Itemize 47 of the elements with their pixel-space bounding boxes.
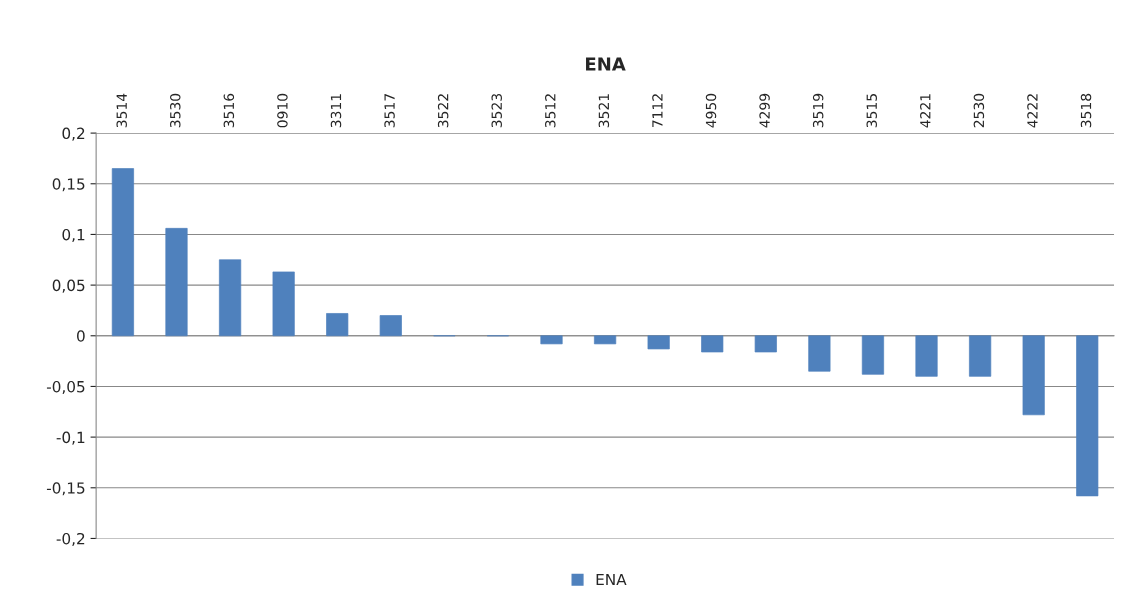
bar [379,315,402,337]
x-tick-label: 3514 [116,93,127,128]
x-tick-label: 3522 [437,94,449,128]
bar [647,335,670,350]
y-tick-label: 0,15 [52,178,85,192]
bar [1022,335,1045,416]
bar [701,335,724,353]
y-tick-label: 0,1 [62,228,85,243]
bar [594,335,617,345]
x-tick-label: 0910 [277,93,288,128]
x-tick-label: 3521 [598,94,610,128]
chart-title: ENA [586,57,626,71]
x-tick-label: 3516 [223,93,235,128]
y-tick-label: -0,15 [46,482,85,496]
bar [969,335,992,377]
x-tick-label: 3518 [1080,93,1092,128]
x-tick-label: 2530 [973,93,985,128]
y-tick-label: -0,1 [56,431,85,445]
bar [915,335,938,377]
x-tick-label: 3512 [545,94,556,128]
x-tick-label: 3519 [812,93,824,128]
bar [326,313,349,337]
y-tick-label: -0,2 [56,532,85,547]
x-tick-label: 4950 [705,93,717,128]
x-tick-label: 3311 [330,94,342,128]
y-tick-label: 0,2 [62,127,85,141]
y-tick-label: 0 [77,330,85,342]
bar [111,168,134,337]
x-tick-label: 3515 [866,94,877,128]
x-tick-label: 3530 [170,93,181,128]
bar [1076,335,1099,497]
bar [754,335,777,353]
x-tick-label: 4221 [920,94,931,128]
bar [808,335,831,372]
y-tick-label: -0,05 [46,380,85,395]
bar [272,271,295,337]
x-tick-label: 4299 [759,93,770,128]
x-tick-label: 3517 [384,94,395,128]
bar [165,228,188,337]
bar [219,259,242,337]
legend-label: ENA [596,573,627,586]
x-tick-label: 4222 [1027,94,1038,128]
x-tick-label: 7112 [652,94,663,128]
x-tick-label: 3523 [491,94,502,128]
bar [861,335,885,375]
bar [540,335,563,345]
y-tick-label: 0,05 [52,279,85,293]
